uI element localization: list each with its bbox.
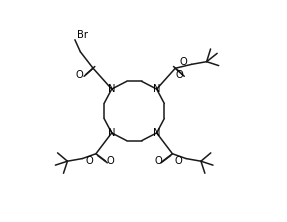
- Text: N: N: [108, 84, 115, 94]
- Text: O: O: [154, 157, 162, 166]
- Text: N: N: [153, 84, 160, 94]
- Text: O: O: [75, 70, 83, 80]
- Text: O: O: [176, 70, 184, 80]
- Text: O: O: [175, 156, 183, 166]
- Text: O: O: [86, 156, 94, 166]
- Text: Br: Br: [77, 30, 88, 40]
- Text: O: O: [106, 157, 114, 166]
- Text: N: N: [108, 128, 115, 138]
- Text: N: N: [153, 128, 160, 138]
- Text: O: O: [180, 57, 187, 67]
